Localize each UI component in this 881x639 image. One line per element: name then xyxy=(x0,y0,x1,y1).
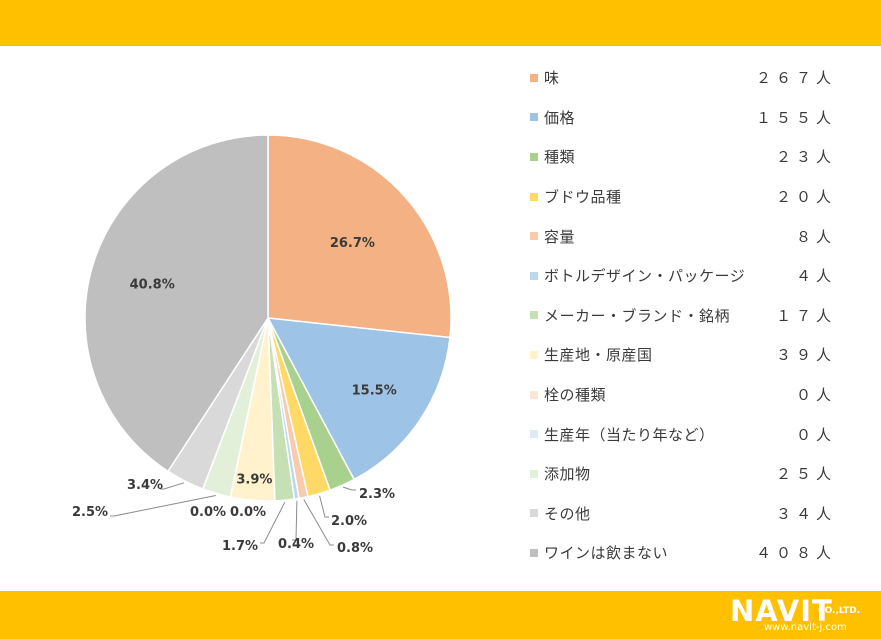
top-banner xyxy=(0,0,881,46)
data-label: 2.0% xyxy=(331,514,367,529)
legend-label: ブドウ品種 xyxy=(544,188,622,207)
legend-swatch xyxy=(530,469,538,478)
data-label: 3.9% xyxy=(236,473,272,488)
data-label: 15.5% xyxy=(352,384,397,399)
legend-count: ２６７人 xyxy=(755,69,836,88)
data-label: 0.0% xyxy=(230,505,266,520)
leader-line xyxy=(260,501,286,544)
legend-item: 生産年（当たり年など） ０人 xyxy=(530,414,840,454)
legend-count: ４０８人 xyxy=(755,544,836,563)
legend-count: ４人 xyxy=(795,267,836,286)
data-label: 0.8% xyxy=(337,541,373,556)
legend-count: ３９人 xyxy=(775,346,836,365)
leader-line xyxy=(160,482,185,490)
legend-label: 容量 xyxy=(544,227,576,246)
legend-swatch xyxy=(530,350,538,359)
navit-logo: NAVIT CO.,LTD. www.navit-j.com xyxy=(730,596,876,636)
data-label: 0.4% xyxy=(278,537,314,552)
legend-item: 容量 ８人 xyxy=(530,216,840,256)
data-label: 26.7% xyxy=(330,236,375,251)
legend-swatch xyxy=(530,271,538,280)
bottom-banner xyxy=(0,591,881,639)
pie-slice xyxy=(266,317,451,481)
leader-line xyxy=(319,495,329,518)
legend-swatch xyxy=(530,232,538,241)
legend-count: ２３人 xyxy=(775,148,836,167)
legend-item: その他 ３４人 xyxy=(530,494,840,534)
pie-chart: 26.7% 15.5% 2.3% 2.0% 0.8% 0.4% 1.7% 3.9% 0.0% 0.… xyxy=(72,134,452,556)
data-label: 2.3% xyxy=(359,487,395,502)
data-label: 0.0% xyxy=(190,505,226,520)
data-label: 3.4% xyxy=(127,478,163,493)
legend-label: 生産地・原産国 xyxy=(544,346,653,365)
data-label: 40.8% xyxy=(130,278,175,293)
legend-label: ボトルデザイン・パッケージ xyxy=(544,267,746,286)
legend-item: メーカー・ブランド・銘柄 １７人 xyxy=(530,296,840,336)
legend-item: ワインは飲まない ４０８人 xyxy=(530,533,840,573)
legend-swatch xyxy=(530,430,538,439)
pie-slices xyxy=(84,134,452,502)
legend-count: ０人 xyxy=(795,425,836,444)
legend-label: ワインは飲まない xyxy=(544,544,669,563)
legend-label: 種類 xyxy=(544,148,576,167)
legend-item: 味 ２６７人 xyxy=(530,58,840,98)
legend-item: 添加物 ２５人 xyxy=(530,454,840,494)
legend-label: 価格 xyxy=(544,108,576,127)
legend-count: １７人 xyxy=(775,306,836,325)
legend-item: 価格 １５５人 xyxy=(530,98,840,138)
leader-line xyxy=(292,500,298,541)
leader-line xyxy=(303,499,334,546)
data-label: 1.7% xyxy=(222,539,258,554)
data-label: 2.5% xyxy=(72,505,108,520)
data-labels: 26.7% 15.5% 2.3% 2.0% 0.8% 0.4% 1.7% 3.9% 0.0% 0.… xyxy=(72,236,397,556)
legend-label: その他 xyxy=(544,504,591,523)
pie-slice xyxy=(84,134,269,473)
legend-count: １５５人 xyxy=(755,108,836,127)
legend-item: ブドウ品種 ２０人 xyxy=(530,177,840,217)
legend-count: ３４人 xyxy=(775,504,836,523)
legend-item: ボトルデザイン・パッケージ ４人 xyxy=(530,256,840,296)
legend-count: ０人 xyxy=(795,386,836,405)
logo-suffix: CO.,LTD. xyxy=(818,606,861,616)
legend-label: メーカー・ブランド・銘柄 xyxy=(544,306,731,325)
legend-label: 味 xyxy=(544,69,560,88)
legend-count: ２５人 xyxy=(775,465,836,484)
legend-swatch xyxy=(530,548,538,557)
leader-line xyxy=(110,495,216,517)
legend-swatch xyxy=(530,192,538,201)
logo-wordmark: NAVIT xyxy=(730,594,833,628)
legend-label: 生産年（当たり年など） xyxy=(544,425,715,444)
legend-count: ２０人 xyxy=(775,188,836,207)
legend: 味 ２６７人価格 １５５人種類 ２３人ブドウ品種 ２０人容量 ８人ボトルデザイン・パッケー… xyxy=(530,58,840,573)
logo-url: www.navit-j.com xyxy=(764,622,847,633)
legend-item: 生産地・原産国 ３９人 xyxy=(530,335,840,375)
leader-lines xyxy=(110,482,356,546)
legend-swatch xyxy=(530,390,538,399)
pie-slice xyxy=(267,134,452,339)
legend-swatch xyxy=(530,152,538,161)
legend-swatch xyxy=(530,509,538,518)
legend-swatch xyxy=(530,113,538,122)
legend-item: 種類 ２３人 xyxy=(530,137,840,177)
legend-count: ８人 xyxy=(795,227,836,246)
legend-label: 栓の種類 xyxy=(544,386,607,405)
leader-line xyxy=(342,486,356,491)
legend-item: 栓の種類 ０人 xyxy=(530,375,840,415)
legend-label: 添加物 xyxy=(544,465,591,484)
legend-swatch xyxy=(530,73,538,82)
legend-swatch xyxy=(530,311,538,320)
